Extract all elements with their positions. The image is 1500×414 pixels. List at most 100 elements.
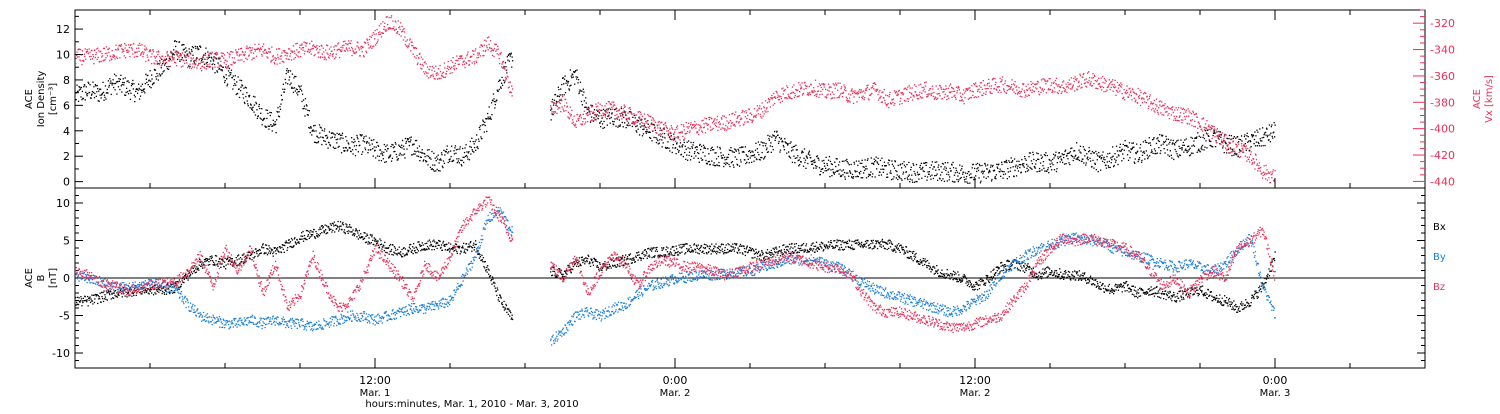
vx-point [729,128,730,129]
vx-point [794,93,795,94]
vx-point [989,91,990,92]
vx-point [1250,154,1251,155]
vx-point [412,45,413,46]
vx-point [1199,123,1200,124]
vx-point [665,125,666,126]
ion-density-point [1202,145,1203,146]
vx-point [983,93,984,94]
vx-point [955,97,956,98]
ion-density-point [1124,150,1125,151]
ion-density-point [362,134,363,135]
ion-density-point [1047,155,1048,156]
vx-point [1163,114,1164,115]
vx-point [184,54,185,55]
ion-density-point [450,150,451,151]
ion-density-point [611,117,612,118]
ion-density-point [402,140,403,141]
ion-density-point [761,141,762,142]
vx-point [1063,80,1064,81]
vx-point [794,97,795,98]
ion-density-point [140,96,141,97]
vx-point [980,87,981,88]
ion-density-point [462,148,463,149]
vx-point [589,108,590,109]
vx-point [1271,177,1272,178]
vx-point [95,57,96,58]
ion-density-point [279,116,280,117]
ion-density-point [602,123,603,124]
ion-density-point [408,141,409,142]
ion-density-point [471,147,472,148]
vx-point [835,88,836,89]
vx-point [655,122,656,123]
ion-density-point [1247,133,1248,134]
ion-density-point [985,163,986,164]
vx-point [309,43,310,44]
ion-density-point [474,143,475,144]
ion-density-point [504,80,505,81]
ion-density-point [907,179,908,180]
ion-density-point [696,149,697,150]
ion-density-point [1134,162,1135,163]
ion-density-point [1275,125,1276,126]
vx-point [112,50,113,51]
vx-point [1237,145,1238,146]
ion-density-point [871,157,872,158]
ion-density-point [850,173,851,174]
vx-point [104,59,105,60]
vx-point [235,49,236,50]
vx-point [762,111,763,112]
ion-density-point [433,153,434,154]
vx-point [808,94,809,95]
vx-point [98,57,99,58]
ion-density-point [660,128,661,129]
ion-density-point [1194,146,1195,147]
ion-density-point [555,105,556,106]
vx-point [1045,81,1046,82]
vx-point [1184,116,1185,117]
ion-density-point [151,87,152,88]
vx-point [163,61,164,62]
vx-point [338,42,339,43]
vx-point [924,82,925,83]
vx-point [393,26,394,27]
vx-point [92,58,93,59]
vx-point [799,91,800,92]
ion-density-point [1204,138,1205,139]
vx-point [314,54,315,55]
ion-density-point [93,92,94,93]
ion-density-point [820,171,821,172]
vx-point [322,54,323,55]
ion-density-point [748,159,749,160]
vx-point [616,111,617,112]
ion-density-point [1040,155,1041,156]
ion-density-point [1083,146,1084,147]
vx-point [84,54,85,55]
vx-point [413,54,414,55]
bx-point [82,302,83,303]
vx-point [335,57,336,58]
ion-density-point [1267,135,1268,136]
ion-density-point [1113,156,1114,157]
ion-density-point [913,163,914,164]
ion-density-point [427,164,428,165]
ion-density-point [1139,147,1140,148]
ion-density-point [368,149,369,150]
vx-point [238,49,239,50]
vx-point [727,126,728,127]
ion-density-point [882,165,883,166]
vx-point [281,52,282,53]
ion-density-point [675,147,676,148]
vx-point [131,48,132,49]
vx-point [723,124,724,125]
vx-point [184,63,185,64]
vx-point [1124,99,1125,100]
ion-density-point [234,83,235,84]
ion-density-point [369,137,370,138]
vx-point [313,44,314,45]
vx-point [483,50,484,51]
ion-density-point [101,97,102,98]
vx-point [136,48,137,49]
ion-density-point [735,156,736,157]
ion-density-point [205,53,206,54]
